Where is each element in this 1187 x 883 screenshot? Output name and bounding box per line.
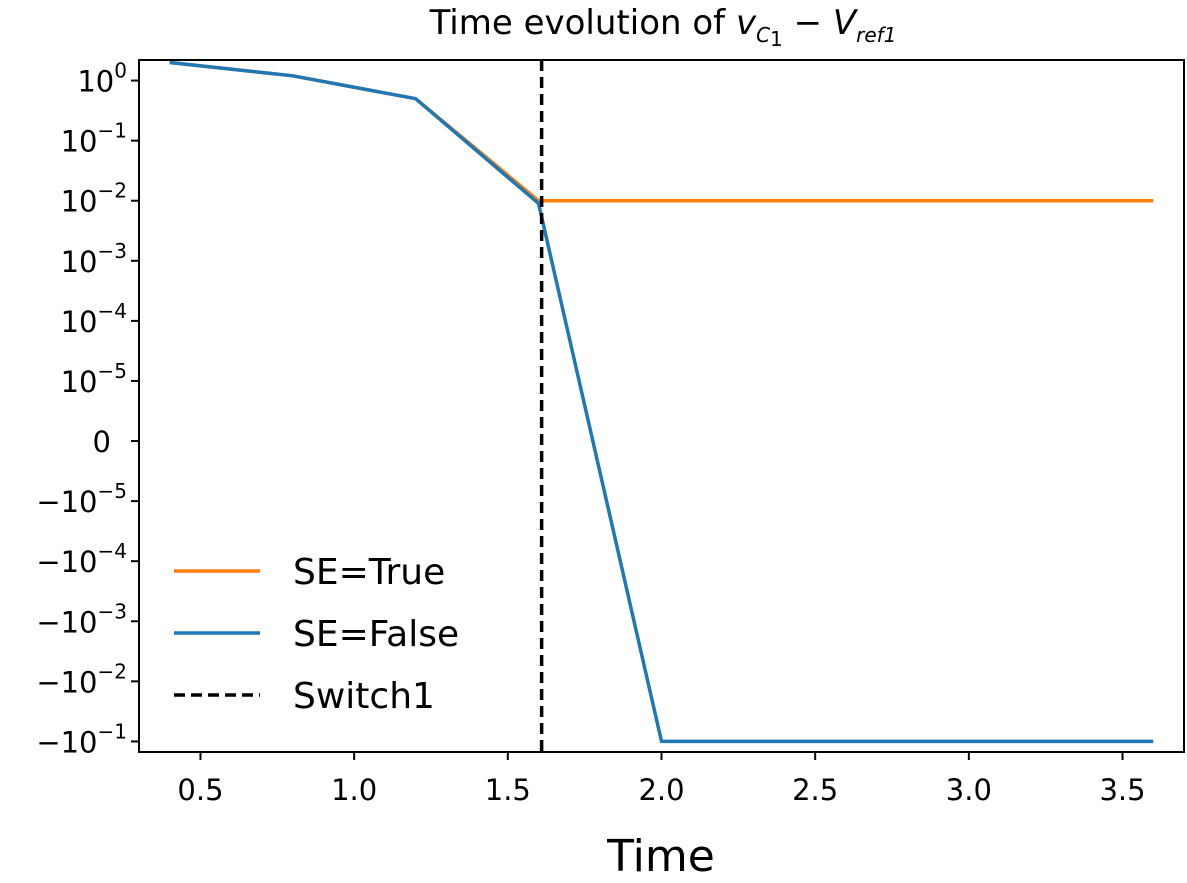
- x-tick-label: 3.5: [1099, 773, 1145, 807]
- legend-label: SE=False: [293, 614, 459, 655]
- legend: SE=True SE=False Switch1: [174, 552, 459, 717]
- x-tick-label: 1.0: [331, 773, 377, 807]
- y-tick-label: 10−5: [61, 359, 127, 399]
- y-tick-label: −10−4: [36, 539, 127, 579]
- y-tick-label: 10−2: [61, 179, 127, 219]
- y-tick-label: 0: [93, 425, 111, 459]
- x-tick-label: 3.0: [946, 773, 992, 807]
- x-axis: 0.5 1.0 1.5 2.0 2.5 3.0 3.5: [177, 752, 1146, 807]
- y-tick-label: 100: [77, 59, 127, 99]
- y-axis: 100 10−1 10−2 10−3 10−4 10−5 0 −10−5 −10−4 −10−3 −…: [36, 59, 139, 759]
- y-tick-label: 10−1: [61, 119, 127, 159]
- chart-title: Time evolution of vC1 − Vref1: [429, 3, 897, 51]
- y-tick-label: 10−4: [61, 299, 127, 339]
- plot-area: [169, 60, 1154, 752]
- y-tick-label: −10−3: [36, 599, 127, 639]
- series-line-se-false: [169, 60, 1154, 744]
- y-tick-label: 10−3: [61, 239, 127, 279]
- series-line-se-true: [169, 60, 1154, 203]
- legend-label: Switch1: [293, 676, 435, 717]
- legend-label: SE=True: [293, 552, 445, 593]
- x-tick-label: 0.5: [177, 773, 223, 807]
- y-tick-label: −10−2: [36, 659, 127, 699]
- y-tick-label: −10−5: [36, 479, 127, 519]
- x-tick-label: 2.0: [638, 773, 684, 807]
- y-tick-label: −10−1: [36, 719, 127, 759]
- x-tick-label: 2.5: [792, 773, 838, 807]
- x-tick-label: 1.5: [485, 773, 531, 807]
- x-axis-title: Time: [606, 831, 715, 882]
